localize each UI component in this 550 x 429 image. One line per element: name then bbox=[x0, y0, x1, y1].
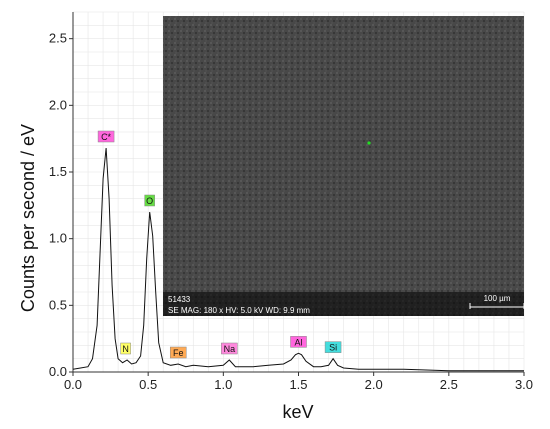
peak-label-al: Al bbox=[290, 336, 307, 348]
svg-text:Al: Al bbox=[294, 337, 302, 347]
y-tick-label: 0.0 bbox=[49, 364, 67, 379]
tick-labels: 0.0 0.5 1.0 1.5 2.0 2.5 3.0 0.0 0.5 1.0 1.5 2.0 2.5 bbox=[49, 31, 533, 392]
peak-label-n: N bbox=[120, 342, 131, 355]
y-tick-label: 1.5 bbox=[49, 164, 67, 179]
peak-label-si: Si bbox=[324, 341, 342, 353]
sem-id-text: 51433 bbox=[168, 295, 191, 304]
peak-labels: C* O N Fe Na Al Si bbox=[97, 130, 342, 359]
x-tick-label: 2.5 bbox=[440, 377, 458, 392]
svg-text:Na: Na bbox=[224, 344, 236, 354]
y-tick-label: 2.5 bbox=[49, 31, 67, 46]
y-axis-title: Counts per second / eV bbox=[18, 124, 38, 312]
x-tick-label: 1.5 bbox=[289, 377, 307, 392]
svg-text:Si: Si bbox=[329, 343, 337, 353]
x-tick-label: 1.0 bbox=[214, 377, 232, 392]
series-group bbox=[72, 147, 524, 372]
sem-info-bar bbox=[163, 292, 524, 316]
sem-info-text: SE MAG: 180 x HV: 5.0 kV WD: 9.9 mm bbox=[168, 306, 310, 315]
sem-probe-marker bbox=[367, 141, 371, 145]
axes bbox=[69, 12, 525, 376]
y-tick-label: 1.0 bbox=[49, 231, 67, 246]
x-tick-label: 0.0 bbox=[64, 377, 82, 392]
sem-image-inset: 51433 SE MAG: 180 x HV: 5.0 kV WD: 9.9 m… bbox=[163, 16, 525, 316]
svg-text:C*: C* bbox=[101, 132, 111, 142]
scale-bar-label: 100 µm bbox=[484, 294, 511, 303]
x-tick-label: 3.0 bbox=[515, 377, 533, 392]
spectrum-line-0 bbox=[72, 147, 524, 372]
peak-label-fe: Fe bbox=[169, 346, 187, 359]
x-axis-title: keV bbox=[282, 402, 313, 422]
peak-label-na: Na bbox=[221, 342, 238, 355]
svg-text:N: N bbox=[122, 344, 129, 354]
svg-text:Fe: Fe bbox=[173, 348, 184, 358]
x-tick-label: 0.5 bbox=[139, 377, 157, 392]
x-tick-label: 2.0 bbox=[365, 377, 383, 392]
y-tick-label: 0.5 bbox=[49, 297, 67, 312]
svg-text:O: O bbox=[146, 196, 153, 206]
peak-label-c: C* bbox=[97, 130, 115, 143]
sem-image bbox=[163, 16, 524, 316]
peak-label-o: O bbox=[144, 194, 155, 207]
y-tick-label: 2.0 bbox=[49, 97, 67, 112]
